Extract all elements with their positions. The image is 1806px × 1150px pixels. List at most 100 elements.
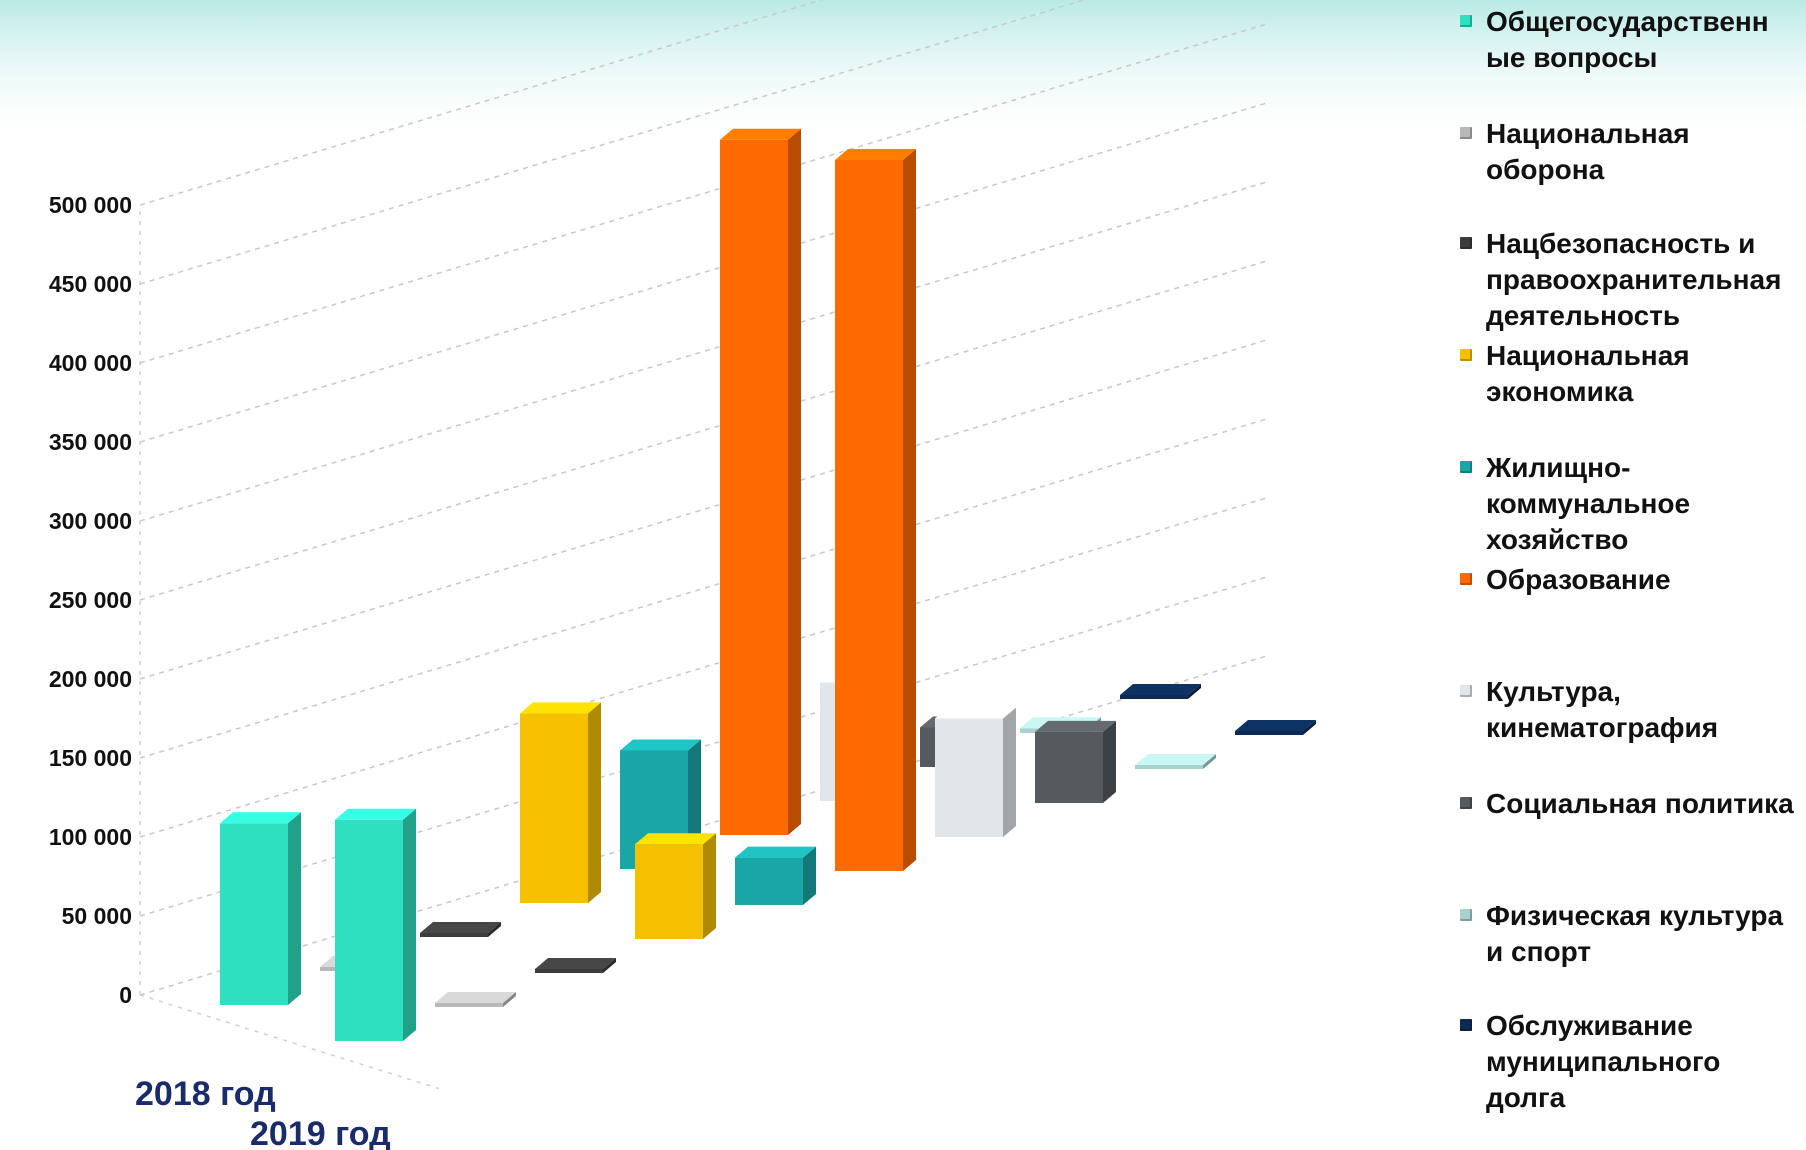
legend-swatch [1460, 15, 1472, 27]
bar-front [835, 160, 903, 871]
bar-side [288, 812, 301, 1005]
bar-front [735, 857, 803, 905]
bar [635, 833, 716, 939]
bar-side [588, 702, 601, 903]
y-tick-label: 250 000 [49, 587, 132, 613]
gridlines [139, 0, 1271, 1090]
bar-front [435, 1003, 503, 1007]
bar-top [835, 149, 916, 160]
bar-top [1120, 684, 1201, 695]
y-tick-label: 450 000 [49, 271, 132, 297]
bar-top [1135, 754, 1216, 765]
gridline [139, 496, 1271, 838]
legend-label: Нацбезопасность и правоохранительная дея… [1486, 228, 1782, 331]
bar [435, 992, 516, 1007]
y-tick-label: 100 000 [49, 824, 132, 850]
bar [735, 846, 816, 905]
bar-front [1235, 731, 1303, 735]
bar-front [535, 969, 603, 973]
y-tick-label: 300 000 [49, 508, 132, 534]
gridline [139, 0, 824, 206]
gridline [139, 417, 1271, 759]
legend-swatch [1460, 349, 1472, 361]
gridline [139, 259, 1271, 601]
y-tick-label: 0 [119, 982, 132, 1008]
bar-side [788, 128, 801, 836]
legend-label: Обслуживание муниципального долга [1486, 1010, 1721, 1113]
bar-top [635, 833, 716, 845]
gridline [139, 654, 1271, 996]
bar-side [603, 958, 616, 973]
bar-front [935, 718, 1003, 837]
bar-side [1203, 754, 1216, 769]
floor-edge [139, 994, 440, 1090]
y-tick-label: 50 000 [62, 903, 132, 929]
y-tick-label: 500 000 [49, 192, 132, 218]
bar-side [803, 846, 816, 905]
y-axis-ticks: 0 50 000 100 000 150 000 200 000 250 000 300 0… [49, 192, 132, 1008]
bar [520, 702, 601, 903]
bar-top [1235, 720, 1316, 731]
legend-label: Национальная оборона [1486, 118, 1690, 185]
bar-top [935, 707, 1016, 719]
y-tick-label: 400 000 [49, 350, 132, 376]
background-band [0, 0, 1806, 150]
legend-swatch [1460, 573, 1472, 585]
gridline [139, 0, 1087, 285]
bar-front [1035, 731, 1103, 803]
bar [1035, 720, 1116, 803]
bar [1135, 754, 1216, 769]
bar-top [420, 922, 501, 933]
gridline [139, 180, 1271, 522]
legend-label: Социальная политика [1486, 788, 1794, 819]
bar [335, 808, 416, 1041]
bar-front [335, 819, 403, 1041]
bar-side [1103, 720, 1116, 803]
bar [420, 922, 501, 937]
legend-swatch [1460, 127, 1472, 139]
legend-swatch [1460, 797, 1472, 809]
bar-top [720, 128, 801, 140]
legend-swatch [1460, 685, 1472, 697]
bar-top [735, 846, 816, 858]
bar-side [903, 149, 916, 871]
bar-top [535, 958, 616, 969]
bars [220, 128, 1316, 1041]
bar [220, 812, 301, 1005]
legend-swatch [1460, 461, 1472, 473]
bar-side [703, 833, 716, 939]
bar-front [720, 139, 788, 836]
x-category-label: 2019 год [250, 1115, 391, 1150]
legend-swatch [1460, 1019, 1472, 1031]
bar-top [435, 992, 516, 1003]
bar-top [220, 812, 301, 824]
legend-label: Жилищно- коммунальное хозяйство [1486, 452, 1691, 555]
legend-label: Образование [1486, 564, 1671, 595]
bar-side [488, 922, 501, 937]
gridline [139, 575, 1271, 917]
bar-side [503, 992, 516, 1007]
legend-label: Общегосударственн ые вопросы [1486, 6, 1769, 73]
bar-front [220, 823, 288, 1005]
bar-top [520, 702, 601, 714]
bar-side [1188, 684, 1201, 699]
legend-swatch [1460, 909, 1472, 921]
gridline [139, 22, 1271, 364]
gridline [139, 101, 1271, 443]
legend-swatch [1460, 237, 1472, 249]
bar-front [1135, 765, 1203, 769]
bar-front [420, 933, 488, 937]
bar-side [1303, 720, 1316, 735]
bar-top [335, 808, 416, 820]
bar-front [1120, 695, 1188, 699]
x-category-label: 2018 год [135, 1075, 276, 1113]
bar [935, 707, 1016, 837]
bar [835, 149, 916, 871]
bar [1235, 720, 1316, 735]
bar [535, 958, 616, 973]
y-tick-label: 350 000 [49, 429, 132, 455]
gridline [139, 338, 1271, 680]
